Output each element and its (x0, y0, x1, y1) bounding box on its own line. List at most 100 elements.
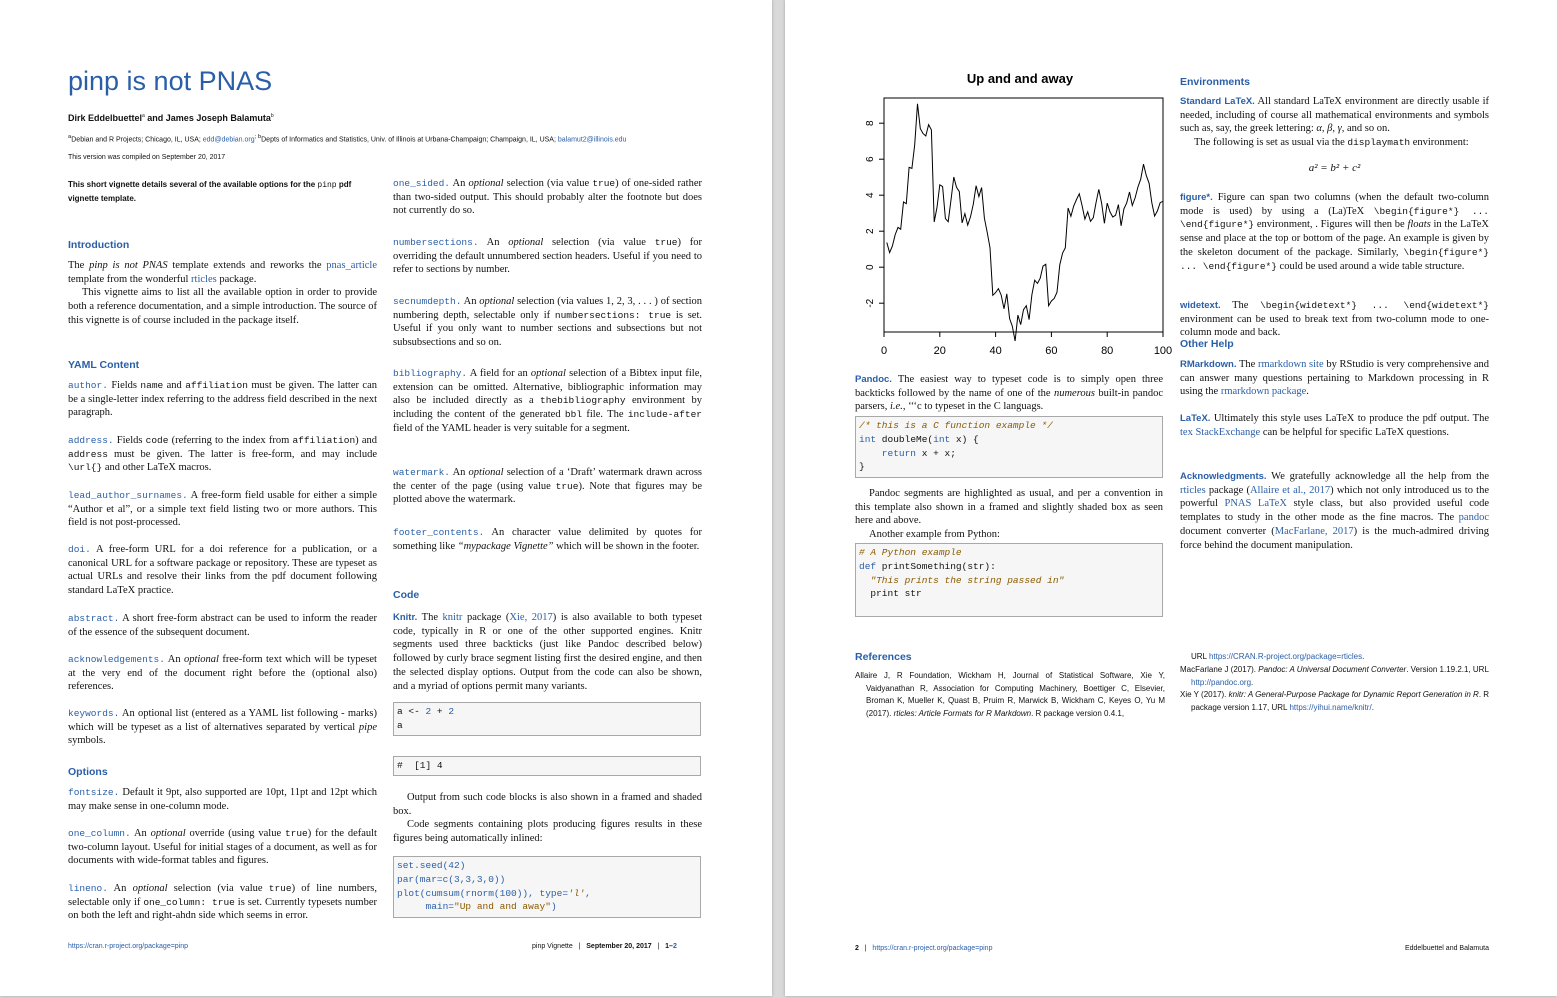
rmarkdown-site-link[interactable]: rmarkdown site (1257, 359, 1324, 370)
t: and (163, 380, 186, 391)
t: The (1220, 300, 1261, 311)
c: true (592, 178, 616, 189)
x-tick-label: 20 (934, 345, 946, 357)
kw-one-column: one_column. (68, 828, 131, 839)
affiliations: aDebian and R Projects; Chicago, IL, USA… (68, 134, 626, 143)
t: ) which not only introduced us to the po… (1180, 484, 1490, 510)
c: address (68, 448, 108, 460)
knitr-link[interactable]: knitr (442, 612, 463, 623)
t: printSomething(str): (876, 560, 996, 572)
footer-page-number: 2 (855, 945, 859, 952)
footer-url-link[interactable]: https://cran.r-project.org/package=pinp (68, 943, 189, 950)
affil-b-sup: ; b (254, 134, 262, 140)
footer-url-link[interactable]: https://cran.r-project.org/package=pinp (872, 945, 993, 952)
chart-plot-frame (883, 97, 1164, 333)
t: par(mar=c(3,3,3,0)) (397, 873, 506, 885)
opt-one-sided: one_sided. An optional selection (via va… (393, 177, 702, 218)
t: All standard LaTeX environment are direc… (1180, 96, 1489, 135)
t: a <- (397, 706, 426, 717)
t: . Version 1.19.2.1, URL (1406, 665, 1489, 674)
kw-lineno: lineno. (68, 883, 108, 894)
chart-title: Up and and away (967, 71, 1074, 86)
t: int (859, 433, 877, 445)
rticles-link[interactable]: rticles (1180, 484, 1206, 496)
t: . (1251, 677, 1254, 687)
footer-separator: | (578, 943, 581, 950)
affil-a: Debian and R Projects; Chicago, IL, USA; (71, 136, 203, 144)
t: 'l' (568, 887, 586, 899)
t: URL (1191, 652, 1209, 661)
t: ) of one-sided rather than two-sided out… (393, 178, 702, 217)
footer-separator: | (657, 943, 660, 950)
c: thebibliography (540, 395, 626, 407)
pandoc-org-link[interactable]: http://pandoc.org (1191, 677, 1252, 687)
t: ) for overriding the default unnumbered … (393, 237, 702, 276)
tex-stackexchange-link[interactable]: tex StackExchange (1180, 426, 1261, 438)
c: name (140, 380, 164, 391)
kw-address: address. (68, 435, 114, 446)
pnas-latex-link[interactable]: PNAS LaTeX (1224, 498, 1287, 510)
footer-authors: Eddelbuettel and Balamuta (1404, 945, 1489, 952)
kw-fontsize: fontsize. (68, 787, 120, 798)
t: The (1236, 359, 1258, 370)
figure-line-chart: Up and and away 0 20 40 60 80 100 -2 0 2 4 6 8 (865, 71, 1172, 357)
abstract-code: pinp (317, 181, 337, 190)
footer-right: pinp Vignette | September 20, 2017 | 1–2 (532, 943, 677, 950)
t: a (397, 719, 403, 731)
c: displaymath (1347, 137, 1411, 149)
rticles-link[interactable]: rticles (191, 273, 217, 285)
footer-page-link[interactable]: 2 (672, 943, 677, 950)
author-1-sup: a (142, 113, 145, 119)
compiled-date: This version was compiled on September 2… (68, 154, 226, 161)
t: main= (397, 901, 455, 913)
em: optional (479, 296, 515, 307)
kw-author: author. (68, 380, 108, 391)
y-tick-label: 8 (865, 120, 876, 126)
t: An (164, 654, 184, 665)
pandoc-link[interactable]: pandoc (1458, 512, 1489, 524)
t: ). Note that figures may be plotted abov… (393, 480, 703, 506)
c: \begin{figure*} ... \end{figure*} (1180, 246, 1489, 272)
t: . R package version 1.17, URL (1191, 690, 1490, 712)
c: bbl (564, 409, 583, 421)
em: “mypackage Vignette” (457, 540, 554, 552)
t: return (859, 447, 917, 459)
t: override (using value (185, 828, 285, 839)
em: numerous (1053, 387, 1095, 399)
em: floats (1407, 219, 1431, 231)
author-1: Dirk Eddelbuettel (68, 113, 143, 123)
lead-rmarkdown: RMarkdown. (1180, 359, 1237, 370)
t: selection of a ‘Draft’ watermark drawn a… (393, 467, 702, 492)
reference-xie: Xie Y (2017). knitr: A General-Purpose P… (1180, 689, 1490, 714)
opt-fontsize: fontsize. Default it 9pt, also supported… (68, 786, 377, 813)
reference-allaire-url: URL https://CRAN.R-project.org/package=r… (1191, 651, 1491, 664)
yaml-author: author. Fields name and affiliation must… (68, 379, 377, 420)
t: A field for an (467, 368, 531, 379)
affil-a-email-link[interactable]: edd@debian.org (202, 136, 255, 144)
yihui-knitr-link[interactable]: https://yihui.name/knitr/ (1289, 702, 1372, 712)
t: in the LaTeX sense and place at the top … (1180, 219, 1489, 258)
opt-bibliography: bibliography. A field for an optional se… (393, 367, 702, 436)
reference-macfarlane: MacFarlane J (2017). Pandoc: A Universal… (1180, 664, 1490, 689)
pnas-article-link[interactable]: pnas_article (326, 260, 378, 271)
macfarlane-citation[interactable]: MacFarlane, 2017 (1274, 525, 1354, 537)
rmarkdown-package-link[interactable]: rmarkdown package (1220, 386, 1307, 398)
t: Fields (107, 380, 141, 391)
footer-date: September 20, 2017 (586, 943, 652, 950)
rticles-cran-link[interactable]: https://CRAN.R-project.org/package=rticl… (1208, 652, 1363, 661)
footer-pages: 1– (665, 943, 673, 950)
affil-b-email-link[interactable]: balamut2@illinois.edu (557, 136, 627, 144)
t: by RStudio is very comprehensive and can… (1180, 359, 1489, 398)
allaire-citation[interactable]: Allaire et al., 2017 (1249, 484, 1331, 496)
yaml-acknowledgements: acknowledgements. An optional free-form … (68, 653, 377, 694)
t: package ( (462, 612, 510, 623)
affil-b: Depts of Informatics and Statistics, Uni… (261, 136, 558, 144)
t: Xie Y (2017). (1180, 690, 1229, 699)
em: optional (150, 828, 186, 839)
t: An (450, 467, 469, 478)
t: 2 (425, 706, 432, 717)
t: and so on. (1344, 123, 1390, 135)
t: selection (via values 1, 2, 3, . . . ) o… (393, 296, 702, 321)
xie-2017-citation[interactable]: Xie, 2017 (509, 612, 553, 623)
heading-references: References (855, 651, 912, 663)
